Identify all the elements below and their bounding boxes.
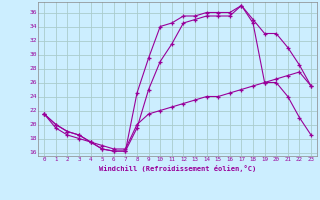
X-axis label: Windchill (Refroidissement éolien,°C): Windchill (Refroidissement éolien,°C) bbox=[99, 165, 256, 172]
